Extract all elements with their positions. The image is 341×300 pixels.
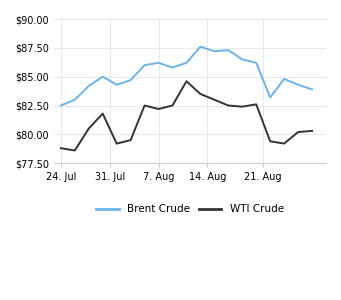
Legend: Brent Crude, WTI Crude: Brent Crude, WTI Crude xyxy=(92,200,288,218)
